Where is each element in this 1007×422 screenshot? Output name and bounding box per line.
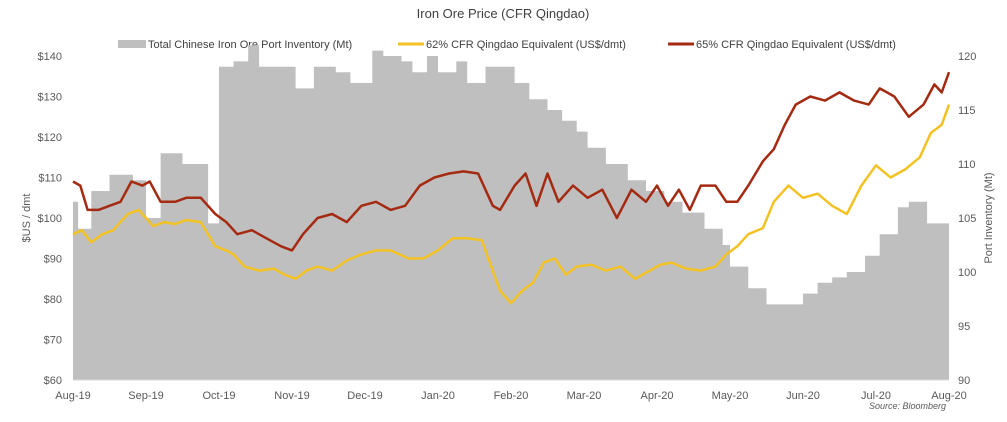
- y-tick-label: $130: [38, 92, 62, 104]
- legend-label-65: 65% CFR Qingdao Equivalent (US$/dmt): [696, 39, 896, 51]
- legend-swatch-inventory: [118, 40, 146, 48]
- x-tick-label: Jan-20: [421, 390, 455, 402]
- y-tick-label: $120: [38, 132, 62, 144]
- x-tick-label: Jun-20: [786, 390, 820, 402]
- y-tick-label: $80: [44, 294, 62, 306]
- x-tick-label: Aug-20: [931, 390, 966, 402]
- x-tick-label: Sep-19: [128, 390, 163, 402]
- x-tick-label: Dec-19: [347, 390, 382, 402]
- y-tick-label: $90: [44, 254, 62, 266]
- x-tick-label: Mar-20: [567, 390, 602, 402]
- y-tick-label: $110: [38, 173, 62, 185]
- y-axis-right: 90 95 100 105 110 115 120: [958, 51, 976, 387]
- x-tick-label: Jul-20: [861, 390, 891, 402]
- y-tick-label: $140: [38, 51, 62, 63]
- x-tick-label: Oct-19: [202, 390, 235, 402]
- y2-tick-label: 115: [958, 105, 976, 117]
- x-tick-label: Nov-19: [274, 390, 309, 402]
- y2-tick-label: 110: [958, 159, 976, 171]
- y2-tick-label: 90: [958, 375, 970, 387]
- x-tick-label: May-20: [712, 390, 749, 402]
- y-tick-label: $100: [38, 213, 62, 225]
- y2-tick-label: 95: [958, 321, 970, 333]
- y2-tick-label: 120: [958, 51, 976, 63]
- series-area-inventory: [73, 45, 949, 380]
- x-axis: Aug-19 Sep-19 Oct-19 Nov-19 Dec-19 Jan-20 Feb-…: [55, 379, 967, 402]
- legend-label-inventory: Total Chinese Iron Ore Port Inventory (M…: [148, 39, 352, 51]
- y2-tick-label: 100: [958, 267, 976, 279]
- x-tick-label: Aug-19: [55, 390, 90, 402]
- x-tick-label: Feb-20: [494, 390, 529, 402]
- y-axis-left: $60 $70 $80 $90 $100 $110 $120 $130 $140: [38, 51, 62, 387]
- y2-axis-label: Port Inventory (Mt): [983, 172, 995, 263]
- y-tick-label: $70: [44, 335, 62, 347]
- chart-title: Iron Ore Price (CFR Qingdao): [417, 6, 590, 21]
- y2-tick-label: 105: [958, 213, 976, 225]
- legend: Total Chinese Iron Ore Port Inventory (M…: [118, 39, 896, 51]
- y-tick-label: $60: [44, 375, 62, 387]
- series-line-p65: [72, 71, 951, 252]
- source-note: Source: Bloomberg: [869, 401, 946, 411]
- x-tick-label: Apr-20: [640, 390, 673, 402]
- legend-label-62: 62% CFR Qingdao Equivalent (US$/dmt): [426, 39, 626, 51]
- plot-area: [72, 45, 951, 380]
- y-axis-label: $US / dmt: [21, 194, 33, 243]
- series-line-p62: [72, 104, 951, 305]
